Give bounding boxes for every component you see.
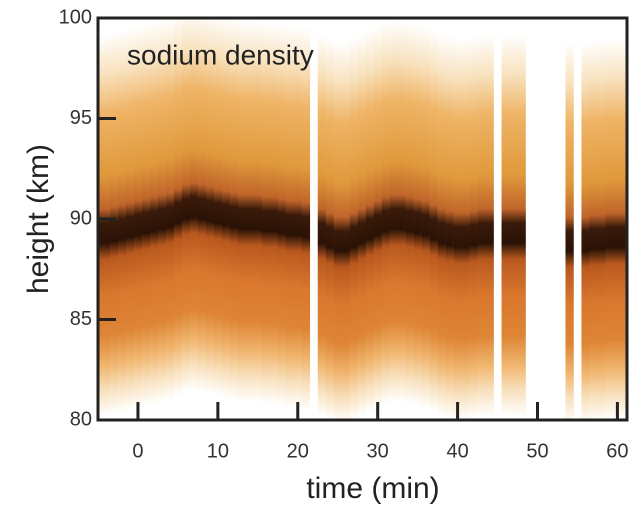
x-tick-label: 40	[446, 440, 468, 462]
x-tick-label: 50	[526, 440, 548, 462]
y-tick-label: 80	[70, 408, 92, 430]
density-column	[613, 18, 622, 420]
density-column	[621, 18, 627, 420]
density-column	[117, 18, 127, 420]
density-column	[189, 18, 199, 420]
y-tick-label: 90	[70, 207, 92, 229]
density-column	[213, 18, 223, 420]
density-column	[149, 18, 159, 420]
density-column	[461, 18, 470, 420]
y-tick-label: 100	[59, 6, 92, 28]
x-tick-label: 10	[207, 440, 229, 462]
density-column	[165, 18, 175, 420]
density-column	[445, 18, 454, 420]
density-column	[581, 18, 590, 420]
y-tick-label: 85	[70, 308, 92, 330]
density-column	[253, 18, 263, 420]
density-column	[349, 18, 359, 420]
heatmap-field	[98, 18, 627, 420]
density-column	[405, 18, 414, 420]
density-column	[325, 18, 335, 420]
density-column	[589, 18, 598, 420]
x-axis-label: time (min)	[306, 472, 439, 505]
density-column	[477, 18, 486, 420]
density-column	[341, 18, 351, 420]
density-column	[469, 18, 478, 420]
density-column	[237, 18, 247, 420]
density-column	[365, 18, 374, 420]
density-column	[261, 18, 271, 420]
density-column	[397, 18, 406, 420]
density-column	[229, 18, 239, 420]
y-axis-label: height (km)	[22, 144, 55, 294]
density-column	[357, 18, 366, 420]
annotation: sodium density	[127, 39, 314, 70]
density-column	[173, 18, 183, 420]
density-column	[317, 18, 327, 420]
x-tick-label: 30	[367, 440, 389, 462]
x-tick-label: 60	[606, 440, 628, 462]
density-column	[501, 18, 510, 420]
density-column	[285, 18, 295, 420]
density-column	[373, 18, 382, 420]
density-column	[597, 18, 606, 420]
density-column	[301, 18, 311, 420]
density-column	[205, 18, 215, 420]
density-column	[605, 18, 614, 420]
density-column	[125, 18, 135, 420]
density-column	[429, 18, 438, 420]
density-column	[509, 18, 518, 420]
density-column	[197, 18, 207, 420]
density-column	[157, 18, 167, 420]
density-column	[277, 18, 287, 420]
density-column	[293, 18, 303, 420]
density-column	[133, 18, 143, 420]
density-column	[517, 18, 526, 420]
density-column	[421, 18, 430, 420]
density-column	[381, 18, 390, 420]
density-column	[485, 18, 494, 420]
density-column	[269, 18, 279, 420]
density-column	[245, 18, 255, 420]
density-column	[565, 18, 574, 420]
density-column	[221, 18, 231, 420]
density-column	[437, 18, 446, 420]
density-column	[413, 18, 422, 420]
density-column	[333, 18, 343, 420]
x-tick-label: 0	[132, 440, 143, 462]
density-column	[453, 18, 462, 420]
x-tick-label: 20	[287, 440, 309, 462]
density-column	[181, 18, 191, 420]
density-column	[389, 18, 398, 420]
density-column	[141, 18, 151, 420]
y-tick-label: 95	[70, 107, 92, 129]
